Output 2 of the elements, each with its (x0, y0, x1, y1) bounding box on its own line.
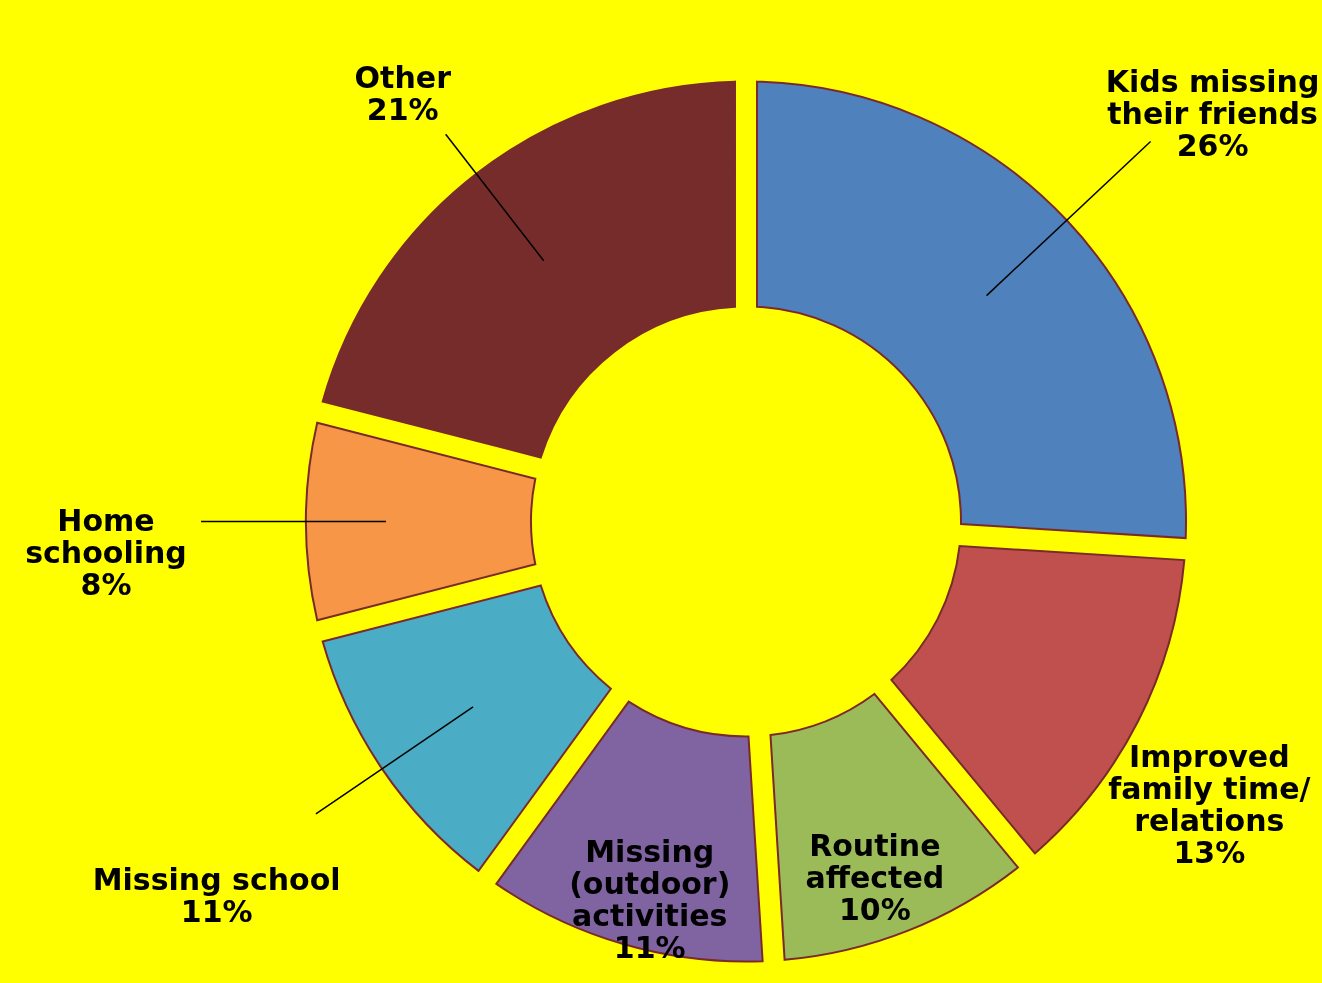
slice-label: Missing (outdoor) activities (569, 833, 731, 933)
slice-label: Missing school (92, 862, 341, 898)
